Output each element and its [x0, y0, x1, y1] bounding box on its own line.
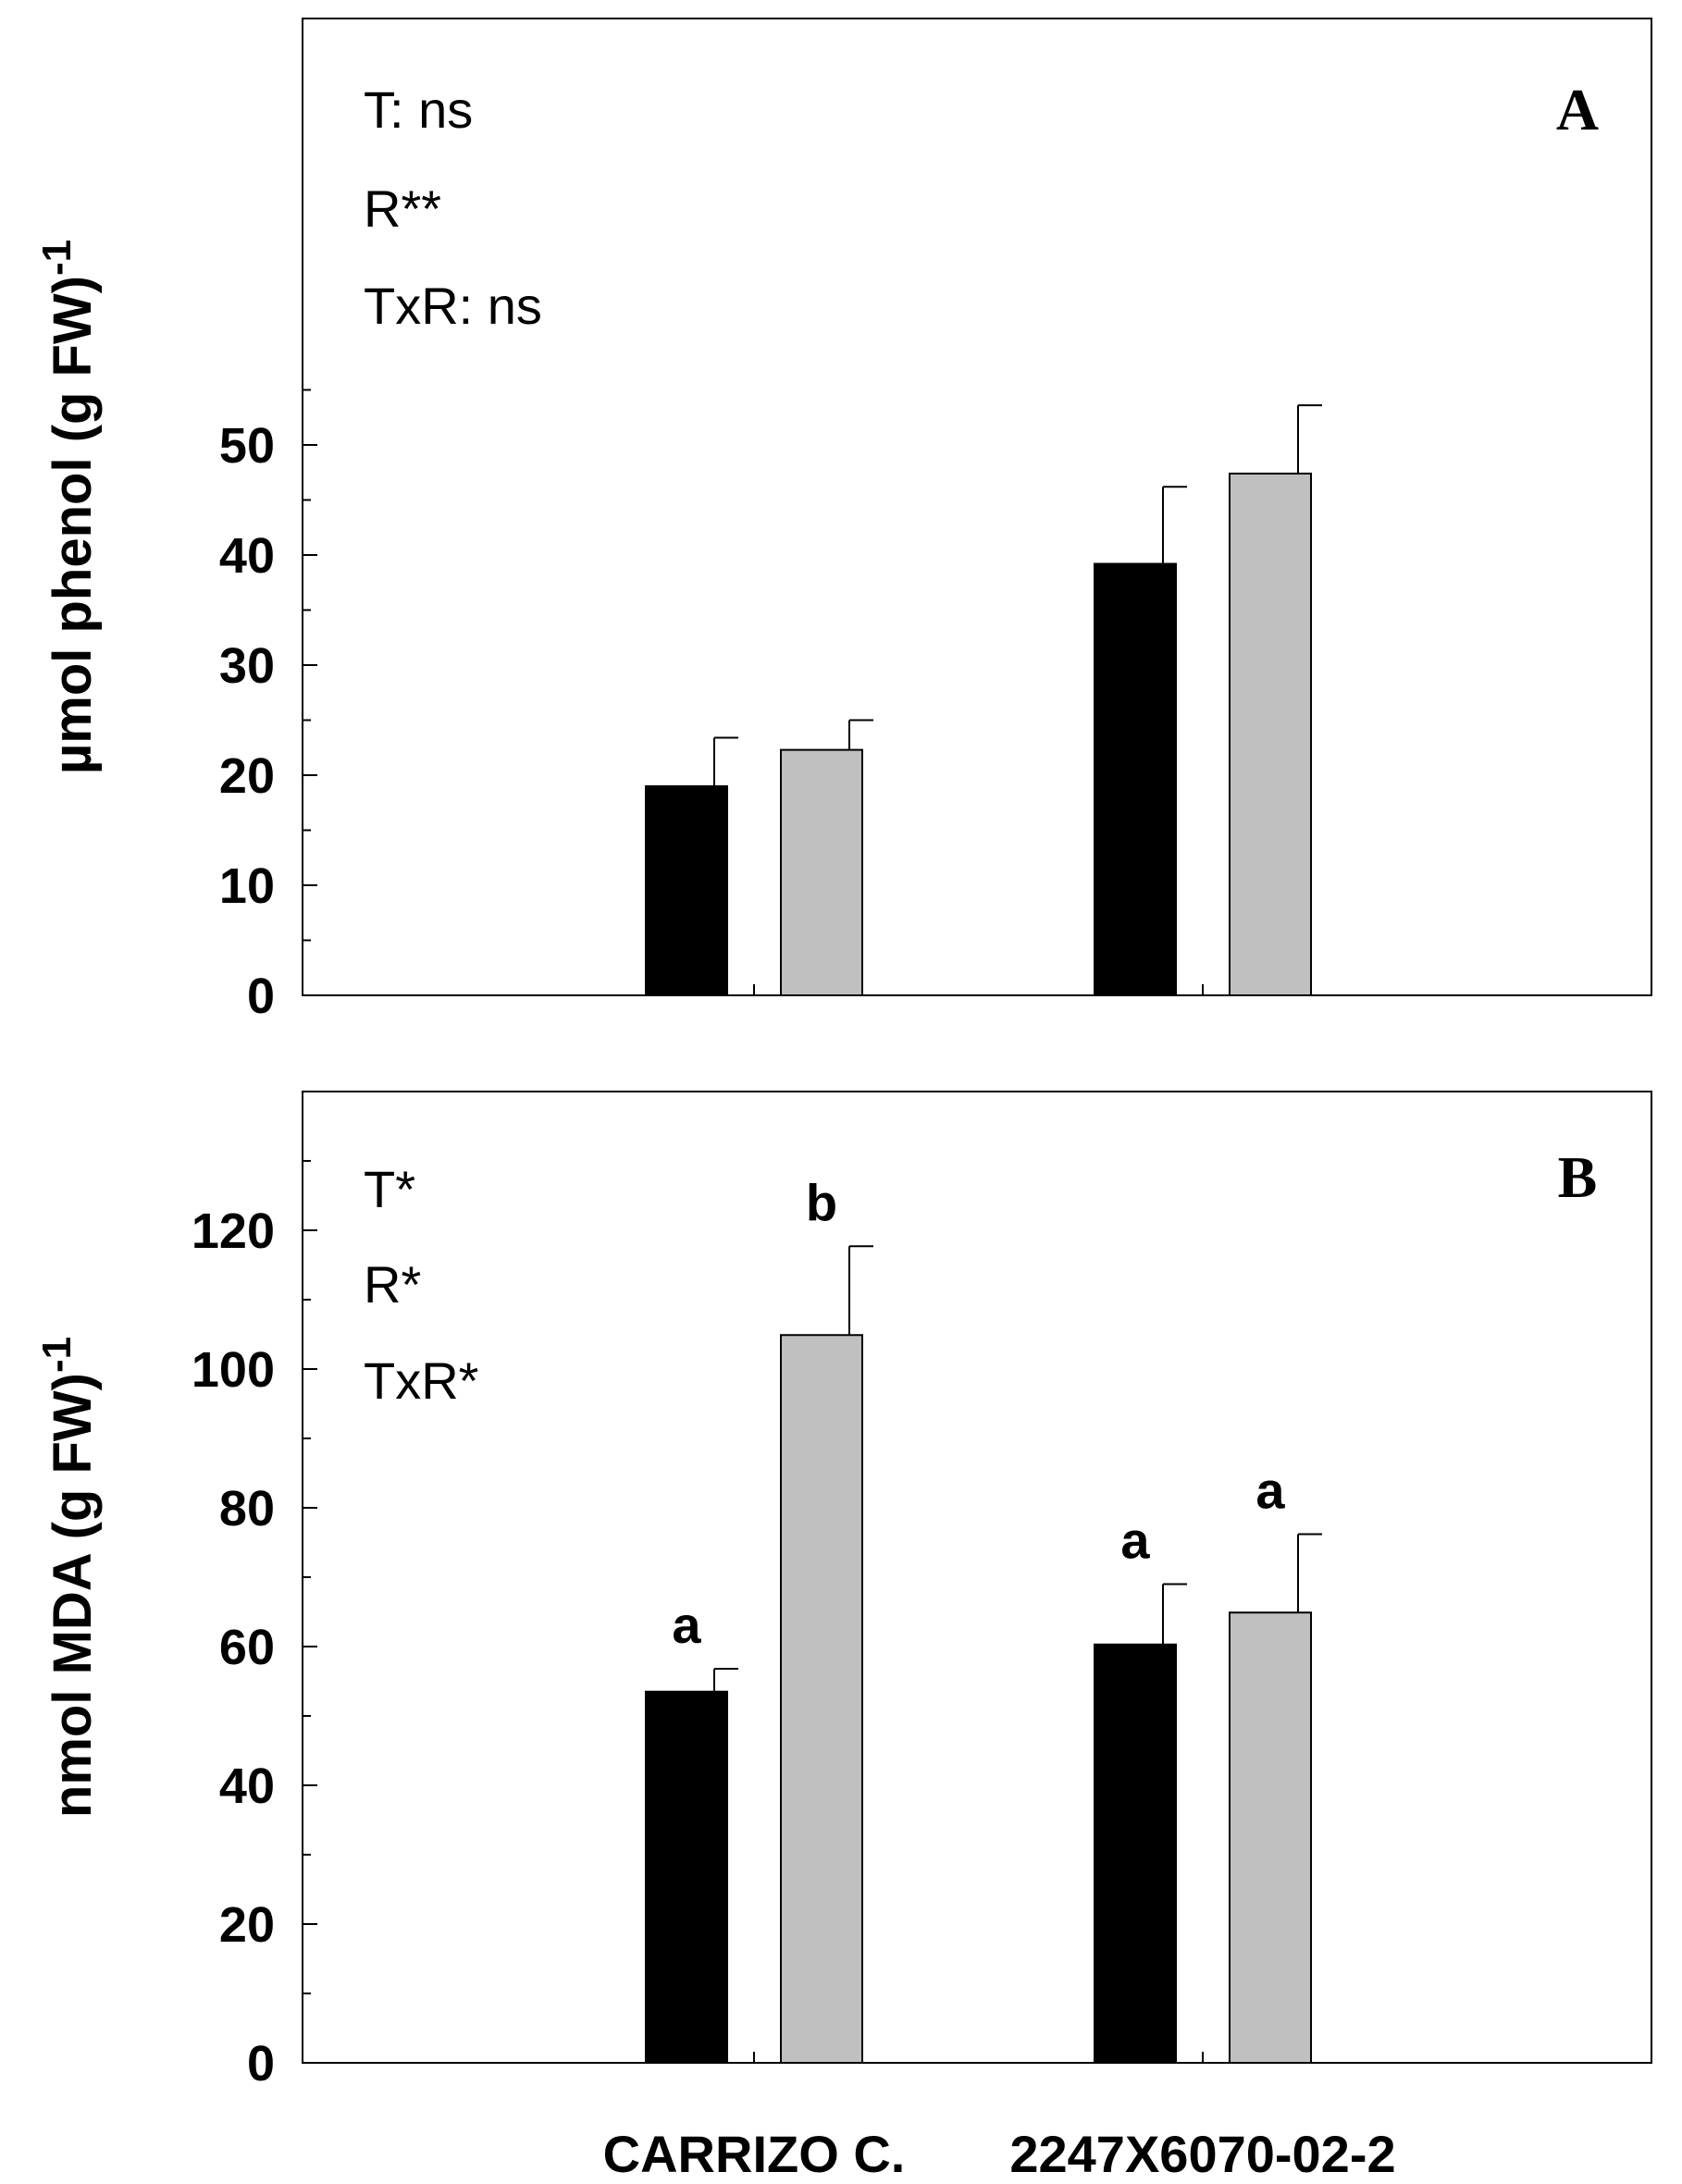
significance-letter: a [672, 1596, 701, 1654]
bar-control [1094, 562, 1177, 997]
stat-label: T: ns [364, 80, 473, 139]
y-tick-label: 60 [219, 1620, 275, 1675]
y-tick-label: 30 [219, 638, 275, 694]
significance-letter: b [806, 1173, 837, 1231]
y-axis-title-superscript: -1 [34, 1337, 80, 1373]
y-tick-label: 120 [192, 1203, 275, 1259]
y-tick-label: 40 [219, 528, 275, 584]
stat-label: TxR* [364, 1351, 478, 1410]
y-tick-label: 80 [219, 1481, 275, 1536]
bar-treated [1229, 472, 1312, 996]
bar-control [645, 784, 728, 997]
significance-letter: a [1120, 1512, 1150, 1570]
y-axis-title-superscript: -1 [34, 240, 80, 276]
y-tick-label: 10 [219, 858, 275, 914]
y-tick-label: 20 [219, 1897, 275, 1953]
bar-treated [780, 1334, 863, 2064]
plot-frame [302, 18, 1652, 996]
y-tick-label: 20 [219, 748, 275, 804]
bar-treated [780, 748, 863, 996]
bar-treated [1229, 1611, 1312, 2064]
x-label-2247x6070: 2247X6070-02-2 [1009, 2125, 1395, 2183]
y-tick-label: 50 [219, 418, 275, 474]
bar-control [645, 1690, 728, 2064]
x-label-carrizo: CARRIZO C. [603, 2125, 906, 2183]
panel-letter: B [1558, 1144, 1598, 1210]
y-axis-title: µmol phenol (g FW)-1 [34, 240, 103, 774]
y-tick-label: 0 [247, 969, 275, 1024]
bar-control [1094, 1643, 1177, 2064]
plot-frame [302, 1091, 1652, 2064]
y-axis-title-main: µmol phenol (g FW) [43, 276, 103, 774]
y-tick-label: 100 [192, 1342, 275, 1398]
significance-letter: a [1255, 1462, 1285, 1520]
y-axis-title: nmol MDA (g FW)-1 [34, 1337, 103, 1818]
y-axis-title-main: nmol MDA (g FW) [43, 1373, 103, 1818]
panel-letter: A [1556, 77, 1599, 142]
x-axis-labels: CARRIZO C. 2247X6070-02-2 [603, 2125, 1396, 2183]
stat-label: TxR: ns [364, 277, 542, 335]
y-tick-label: 40 [219, 1758, 275, 1814]
stat-label: R* [364, 1255, 421, 1314]
stat-label: T* [364, 1160, 415, 1218]
stat-label: R** [364, 179, 441, 238]
y-tick-label: 0 [247, 2036, 275, 2091]
